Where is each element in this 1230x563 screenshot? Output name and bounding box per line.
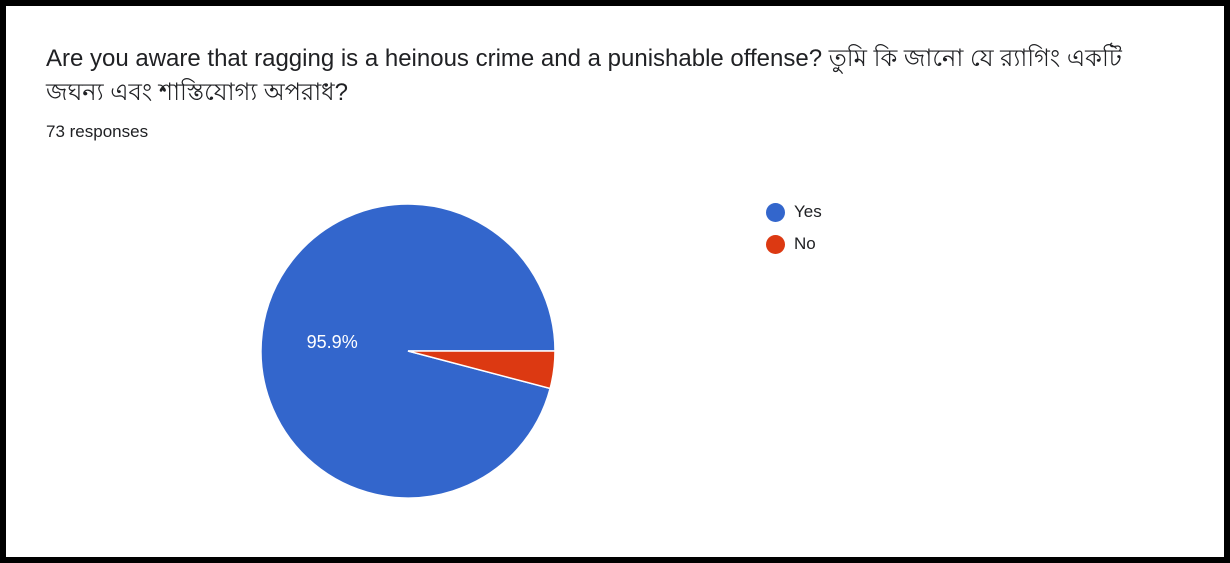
legend-item-no[interactable]: No — [766, 228, 822, 260]
response-count: 73 responses — [46, 122, 149, 141]
response-summary-card — [14, 14, 1216, 549]
legend-label: Yes — [794, 202, 822, 221]
legend-label: No — [794, 234, 816, 253]
chart-legend: Yes No — [766, 196, 822, 260]
pie-slice-no[interactable] — [407, 350, 556, 390]
question-title: Are you aware that ragging is a heinous … — [46, 45, 1122, 106]
legend-item-yes[interactable]: Yes — [766, 196, 822, 228]
legend-swatch — [766, 234, 785, 254]
pie-label-yes: 95.9% — [307, 332, 358, 352]
legend-swatch — [766, 202, 785, 222]
